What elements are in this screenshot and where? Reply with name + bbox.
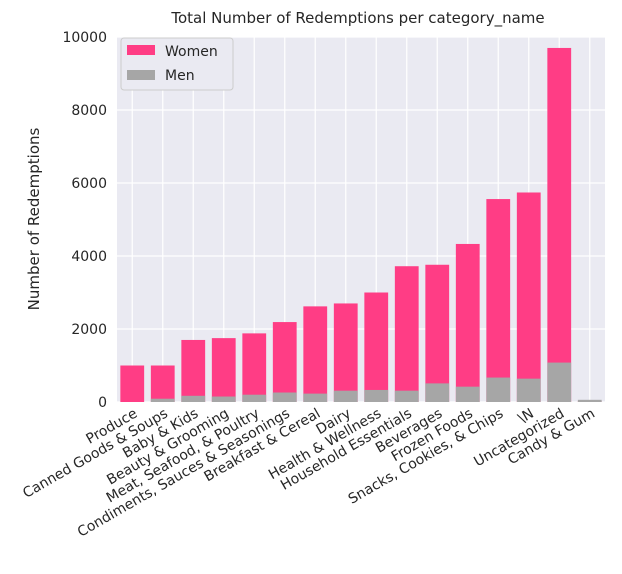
bar-men [303, 393, 328, 402]
bar-women [150, 365, 175, 402]
bar-women [364, 292, 389, 402]
bar-women [242, 333, 267, 402]
legend: Women Men [120, 37, 234, 91]
bar-men [577, 399, 602, 402]
bar-women [394, 266, 419, 402]
bar-men [242, 394, 267, 402]
bar-men [425, 383, 450, 402]
legend-label-women: Women [165, 44, 218, 60]
bar-men [150, 398, 175, 402]
bar-women [333, 303, 358, 402]
legend-swatch-women [127, 45, 155, 55]
legend-label-men: Men [165, 68, 195, 84]
x-tick-label: \N [516, 406, 537, 427]
bar-men [394, 390, 419, 402]
y-tick-label: 10000 [62, 30, 107, 46]
bar-women [516, 192, 541, 402]
y-tick-label: 4000 [71, 249, 107, 265]
y-tick-label: 6000 [71, 176, 107, 192]
bars [120, 47, 602, 402]
bar-women [455, 243, 480, 402]
bar-women [272, 322, 297, 402]
y-axis-label: Number of Redemptions [25, 127, 43, 310]
bar-women [486, 199, 511, 402]
bar-women [211, 338, 236, 402]
bar-men [455, 386, 480, 402]
bar-women [303, 306, 328, 402]
bar-women [425, 264, 450, 402]
bar-men [211, 396, 236, 402]
bar-women [181, 339, 206, 402]
bar-women [547, 47, 572, 402]
chart-title: Total Number of Redemptions per category… [170, 9, 544, 28]
y-tick-label: 8000 [71, 103, 107, 119]
bar-men [333, 390, 358, 402]
y-tick-labels: 0 2000 4000 6000 8000 10000 [62, 30, 107, 411]
bar-women [120, 365, 145, 402]
y-tick-label: 2000 [71, 322, 107, 338]
bar-men [486, 377, 511, 402]
bar-men [181, 395, 206, 402]
bar-men [547, 362, 572, 402]
bar-men [272, 392, 297, 402]
legend-swatch-men [127, 70, 155, 80]
bar-men [364, 389, 389, 402]
y-tick-label: 0 [98, 395, 107, 411]
bar-men [516, 378, 541, 402]
